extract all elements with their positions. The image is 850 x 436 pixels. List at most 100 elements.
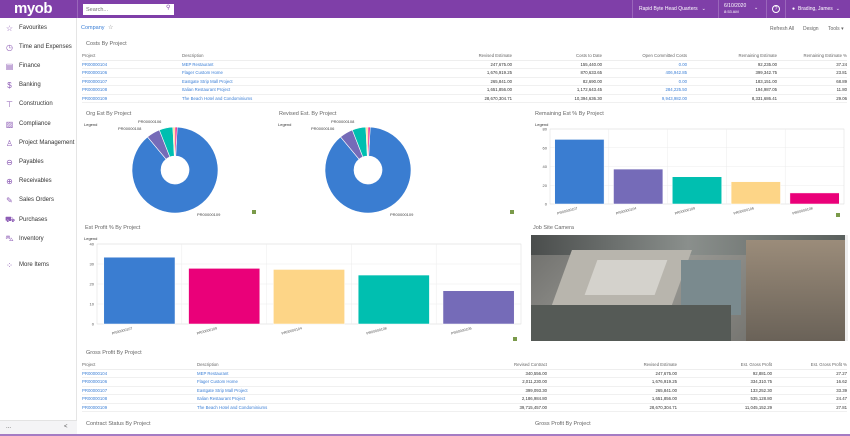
bar-PR00000108[interactable] xyxy=(357,274,430,325)
cell[interactable]: PR00000107 xyxy=(82,386,197,395)
sidebar-item-inventory[interactable]: ⛍ Inventory xyxy=(5,234,43,244)
breadcrumb[interactable]: Company xyxy=(81,25,105,31)
cell[interactable]: PR00000109 xyxy=(82,94,182,103)
design-button[interactable]: Design xyxy=(803,26,819,32)
cell[interactable]: 406,942.85 xyxy=(602,68,687,78)
column-header[interactable]: Open Committed Costs xyxy=(602,52,687,61)
cell[interactable]: Italian Restaurant Project xyxy=(197,394,417,404)
bar-PR00000109[interactable] xyxy=(672,176,722,205)
cell[interactable]: PR00000104 xyxy=(82,60,182,69)
cell[interactable]: MEP Restaurant xyxy=(182,60,402,69)
bar-PR00000106[interactable] xyxy=(730,181,781,205)
user-menu[interactable]: ● Brading, James ⌄ xyxy=(792,6,840,12)
column-header[interactable]: Project xyxy=(82,52,182,61)
cell: 155,440.00 xyxy=(512,60,602,69)
column-header[interactable]: Est. Gross Profit xyxy=(677,361,772,370)
collapse-sidebar-button[interactable]: < xyxy=(64,424,68,430)
pie-slice-PR00000109[interactable] xyxy=(324,126,412,214)
cell[interactable]: The Beach Hotel and Condominiums xyxy=(182,94,402,103)
cell[interactable]: MEP Restaurant xyxy=(197,369,417,378)
bar-PR00000108[interactable] xyxy=(789,192,840,205)
star-icon[interactable]: ☆ xyxy=(108,25,114,31)
bar-PR00000109[interactable] xyxy=(188,268,261,325)
column-header[interactable]: Est. Gross Profit % xyxy=(772,361,847,370)
cell[interactable]: PR00000108 xyxy=(82,394,197,404)
column-header[interactable]: Description xyxy=(197,361,417,370)
sidebar-item-compliance[interactable]: ▨ Compliance xyxy=(5,119,51,129)
sidebar-item-purchases[interactable]: ⛟ Purchases xyxy=(5,215,47,225)
sidebar-item-banking[interactable]: $ Banking xyxy=(5,80,40,90)
chart-type-icon[interactable] xyxy=(836,213,840,217)
help-icon[interactable]: ? xyxy=(772,5,780,13)
cell[interactable]: Eastgate Strip Mall Project xyxy=(182,77,402,86)
pie-slice-PR00000109[interactable] xyxy=(131,126,219,214)
slice-label: PR00000108 xyxy=(118,126,142,131)
cell[interactable]: Flager Custom Home xyxy=(197,377,417,387)
chevron-down-icon[interactable]: ⌄ xyxy=(754,5,759,11)
branch-selector[interactable]: Rapid Byte Head Quarters ⌄ xyxy=(639,6,706,12)
pie-slice-PR00000104[interactable] xyxy=(174,126,178,157)
minus-circle-icon: ⊖ xyxy=(6,157,13,167)
tools-menu[interactable]: Tools ▾ xyxy=(828,26,844,32)
sidebar-item-sales-orders[interactable]: ✎ Sales Orders xyxy=(5,195,54,205)
legend-label: Legend xyxy=(84,122,98,127)
x-tick-label: PR00000108 xyxy=(366,326,387,335)
legend-label: Legend xyxy=(535,122,549,127)
sidebar-item-receivables[interactable]: ⊕ Receivables xyxy=(5,176,52,186)
search-icon[interactable]: ⚲ xyxy=(166,5,171,11)
cell[interactable]: Eastgate Strip Mall Project xyxy=(197,386,417,395)
refresh-all-button[interactable]: Refresh All xyxy=(770,26,795,32)
sidebar-item-time-and-expenses[interactable]: ◷ Time and Expenses xyxy=(5,42,72,52)
chart-type-icon[interactable] xyxy=(510,210,514,214)
edit-icon: ✎ xyxy=(6,195,13,205)
cell[interactable]: PR00000107 xyxy=(82,77,182,86)
cell[interactable]: 0.00 xyxy=(602,60,687,69)
chart-type-icon[interactable] xyxy=(513,337,517,341)
cell[interactable]: PR00000104 xyxy=(82,369,197,378)
bar-PR00000104[interactable] xyxy=(273,269,345,325)
myob-logo[interactable]: myob xyxy=(14,0,53,17)
column-header[interactable]: Revised Estimate xyxy=(547,361,677,370)
cell: 16.62 xyxy=(772,377,847,387)
sidebar-item-more-items[interactable]: ⁘ More Items xyxy=(5,260,49,270)
sidebar-item-favourites[interactable]: ☆ Favourites xyxy=(5,23,47,33)
column-header[interactable]: Revised Contract xyxy=(417,361,547,370)
costs-table: Project Description Revised Estimate Costs … xyxy=(82,52,847,103)
panel-title: Revised Est. By Project xyxy=(279,111,337,117)
sidebar-item-project-management[interactable]: ♙ Project Management xyxy=(5,138,74,148)
pie-slice-PR00000104[interactable] xyxy=(367,126,371,157)
column-header[interactable]: Revised Estimate xyxy=(402,52,512,61)
cell[interactable]: 0.00 xyxy=(602,77,687,86)
cell[interactable]: PR00000109 xyxy=(82,403,197,412)
search-input[interactable] xyxy=(83,4,174,15)
column-header[interactable]: Costs to Date xyxy=(512,52,602,61)
cell[interactable]: The Beach Hotel and Condominiums xyxy=(197,403,417,412)
cell: 33.39 xyxy=(772,386,847,395)
cell[interactable]: 284,225.50 xyxy=(602,85,687,95)
cell[interactable]: 9,943,982.00 xyxy=(602,94,687,103)
sidebar-item-construction[interactable]: ⊤ Construction xyxy=(5,99,53,109)
gross-profit-table: Project Description Revised Contract Revise… xyxy=(82,361,847,412)
bar-PR00000107[interactable] xyxy=(554,139,605,205)
bar-PR00000106[interactable] xyxy=(442,290,515,325)
cell[interactable]: PR00000108 xyxy=(82,85,182,95)
chevron-down-icon: ⌄ xyxy=(835,6,840,12)
bar-PR00000107[interactable] xyxy=(103,256,176,325)
more-icon[interactable]: ... xyxy=(6,424,12,430)
column-header[interactable]: Remaining Estimate xyxy=(687,52,777,61)
cell[interactable]: PR00000106 xyxy=(82,377,197,387)
cell[interactable]: PR00000106 xyxy=(82,68,182,78)
y-tick-label: 0 xyxy=(92,322,95,327)
chart-type-icon[interactable] xyxy=(252,210,256,214)
sidebar-item-finance[interactable]: ▤ Finance xyxy=(5,61,41,71)
column-header[interactable]: Project xyxy=(82,361,197,370)
bar-PR00000104[interactable] xyxy=(613,168,664,205)
date-selector[interactable]: 6/10/2020 8:53 AM xyxy=(724,3,746,15)
column-header[interactable]: Remaining Estimate % xyxy=(777,52,847,61)
cell: 8,331,686.41 xyxy=(687,94,777,103)
scrollbar[interactable] xyxy=(845,235,848,341)
cell[interactable]: Flager Custom Home xyxy=(182,68,402,78)
sidebar-item-payables[interactable]: ⊖ Payables xyxy=(5,157,44,167)
cell[interactable]: Italian Restaurant Project xyxy=(182,85,402,95)
column-header[interactable]: Description xyxy=(182,52,402,61)
